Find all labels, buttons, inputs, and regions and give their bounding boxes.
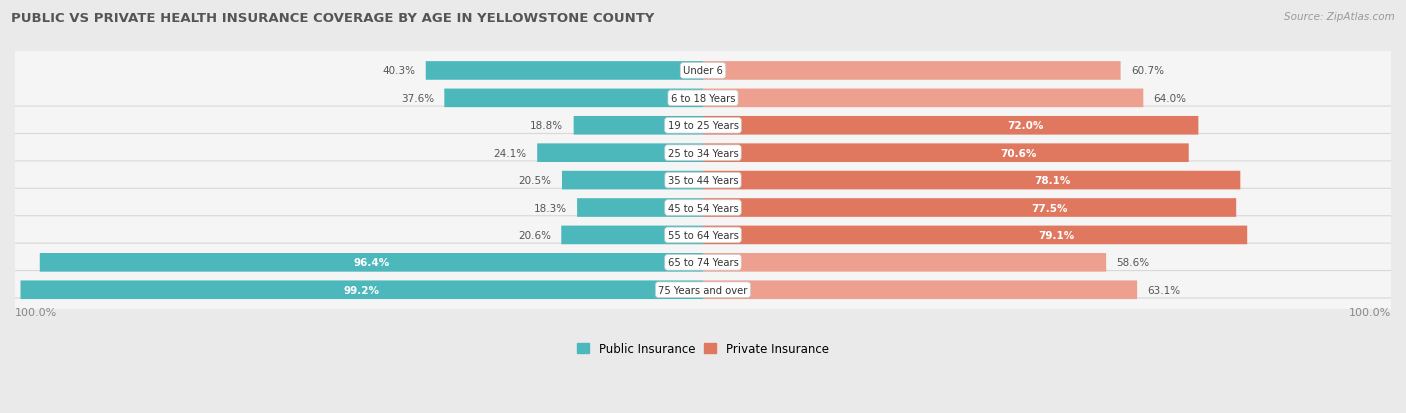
FancyBboxPatch shape	[703, 199, 1236, 217]
FancyBboxPatch shape	[10, 90, 1396, 161]
Text: 20.5%: 20.5%	[519, 176, 551, 186]
FancyBboxPatch shape	[10, 36, 1396, 107]
Text: 64.0%: 64.0%	[1154, 94, 1187, 104]
Text: 100.0%: 100.0%	[15, 307, 58, 317]
FancyBboxPatch shape	[574, 116, 703, 135]
Text: 24.1%: 24.1%	[494, 148, 527, 158]
Text: 70.6%: 70.6%	[1001, 148, 1036, 158]
FancyBboxPatch shape	[21, 281, 703, 299]
Text: 63.1%: 63.1%	[1147, 285, 1181, 295]
Text: 65 to 74 Years: 65 to 74 Years	[668, 258, 738, 268]
Text: 6 to 18 Years: 6 to 18 Years	[671, 94, 735, 104]
Text: 19 to 25 Years: 19 to 25 Years	[668, 121, 738, 131]
FancyBboxPatch shape	[703, 254, 1107, 272]
Text: 96.4%: 96.4%	[353, 258, 389, 268]
FancyBboxPatch shape	[703, 62, 1121, 81]
FancyBboxPatch shape	[703, 226, 1247, 244]
Text: 99.2%: 99.2%	[343, 285, 380, 295]
FancyBboxPatch shape	[444, 89, 703, 108]
Text: 100.0%: 100.0%	[1348, 307, 1391, 317]
Text: 35 to 44 Years: 35 to 44 Years	[668, 176, 738, 186]
FancyBboxPatch shape	[10, 63, 1396, 134]
Text: 37.6%: 37.6%	[401, 94, 434, 104]
Text: 75 Years and over: 75 Years and over	[658, 285, 748, 295]
FancyBboxPatch shape	[39, 254, 703, 272]
FancyBboxPatch shape	[10, 227, 1396, 298]
Text: 40.3%: 40.3%	[382, 66, 415, 76]
Text: 60.7%: 60.7%	[1130, 66, 1164, 76]
FancyBboxPatch shape	[703, 171, 1240, 190]
Text: 25 to 34 Years: 25 to 34 Years	[668, 148, 738, 158]
FancyBboxPatch shape	[537, 144, 703, 163]
FancyBboxPatch shape	[10, 145, 1396, 216]
FancyBboxPatch shape	[703, 116, 1198, 135]
Text: 18.3%: 18.3%	[534, 203, 567, 213]
FancyBboxPatch shape	[10, 173, 1396, 244]
FancyBboxPatch shape	[576, 199, 703, 217]
Text: 20.6%: 20.6%	[517, 230, 551, 240]
Legend: Public Insurance, Private Insurance: Public Insurance, Private Insurance	[572, 337, 834, 360]
Text: 72.0%: 72.0%	[1007, 121, 1043, 131]
Text: 45 to 54 Years: 45 to 54 Years	[668, 203, 738, 213]
FancyBboxPatch shape	[10, 118, 1396, 189]
Text: 79.1%: 79.1%	[1039, 230, 1074, 240]
Text: 58.6%: 58.6%	[1116, 258, 1150, 268]
FancyBboxPatch shape	[703, 89, 1143, 108]
FancyBboxPatch shape	[10, 200, 1396, 271]
FancyBboxPatch shape	[703, 281, 1137, 299]
Text: Under 6: Under 6	[683, 66, 723, 76]
FancyBboxPatch shape	[562, 171, 703, 190]
FancyBboxPatch shape	[426, 62, 703, 81]
Text: Source: ZipAtlas.com: Source: ZipAtlas.com	[1284, 12, 1395, 22]
Text: PUBLIC VS PRIVATE HEALTH INSURANCE COVERAGE BY AGE IN YELLOWSTONE COUNTY: PUBLIC VS PRIVATE HEALTH INSURANCE COVER…	[11, 12, 655, 25]
Text: 77.5%: 77.5%	[1032, 203, 1067, 213]
Text: 55 to 64 Years: 55 to 64 Years	[668, 230, 738, 240]
Text: 18.8%: 18.8%	[530, 121, 564, 131]
FancyBboxPatch shape	[561, 226, 703, 244]
FancyBboxPatch shape	[703, 144, 1188, 163]
Text: 78.1%: 78.1%	[1033, 176, 1070, 186]
FancyBboxPatch shape	[10, 254, 1396, 325]
